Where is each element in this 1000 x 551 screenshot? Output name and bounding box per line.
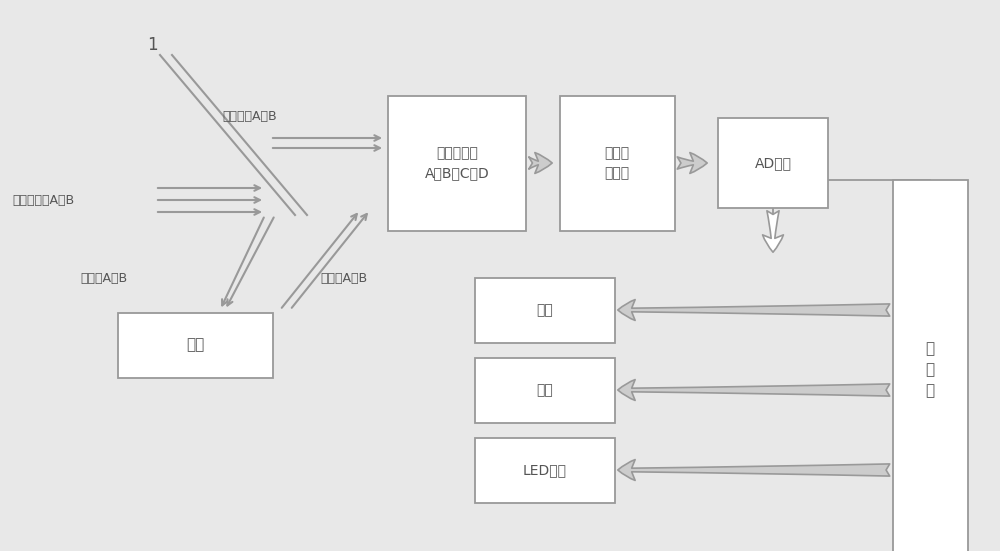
Text: 发光二极管A、B: 发光二极管A、B bbox=[12, 193, 74, 207]
Text: 串口: 串口 bbox=[537, 383, 553, 397]
Text: 单
片
机: 单 片 机 bbox=[925, 342, 935, 398]
FancyBboxPatch shape bbox=[388, 95, 526, 230]
Text: 存储: 存储 bbox=[537, 303, 553, 317]
FancyBboxPatch shape bbox=[475, 358, 615, 423]
Text: 参考光源A、B: 参考光源A、B bbox=[222, 111, 277, 123]
FancyBboxPatch shape bbox=[475, 437, 615, 503]
Text: 光电探测器
A、B、C、D: 光电探测器 A、B、C、D bbox=[425, 146, 489, 180]
Text: 放大滤
波电路: 放大滤 波电路 bbox=[604, 146, 630, 180]
Text: 入射光A、B: 入射光A、B bbox=[80, 272, 127, 284]
FancyBboxPatch shape bbox=[893, 180, 968, 551]
Text: LED显示: LED显示 bbox=[523, 463, 567, 477]
FancyBboxPatch shape bbox=[718, 118, 828, 208]
FancyBboxPatch shape bbox=[475, 278, 615, 343]
Text: 反射光A、B: 反射光A、B bbox=[320, 272, 367, 284]
FancyBboxPatch shape bbox=[118, 312, 272, 377]
Text: 1: 1 bbox=[147, 36, 157, 54]
Text: AD转换: AD转换 bbox=[755, 156, 792, 170]
FancyBboxPatch shape bbox=[560, 95, 674, 230]
Text: 茶叶: 茶叶 bbox=[186, 338, 204, 353]
